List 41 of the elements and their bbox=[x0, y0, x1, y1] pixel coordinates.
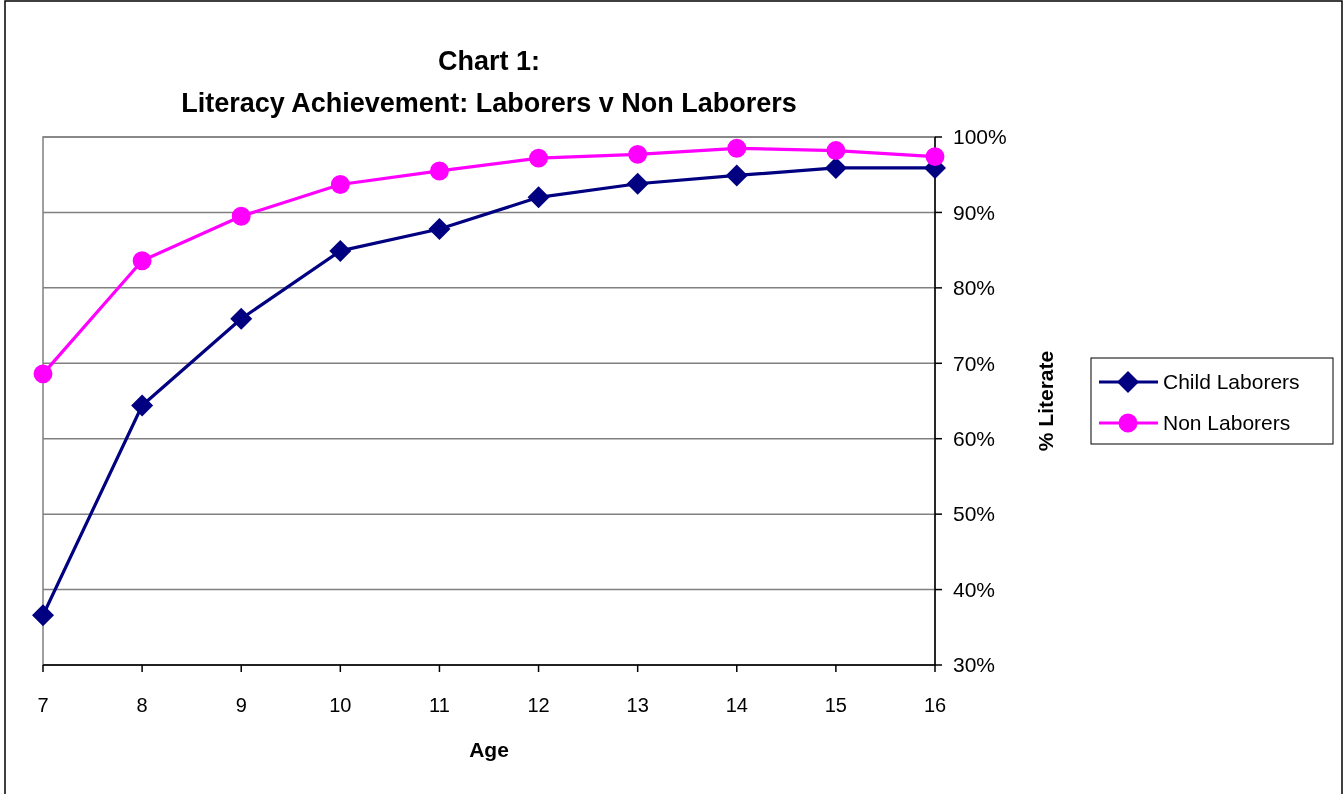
point bbox=[329, 239, 352, 262]
x-tick-label: 10 bbox=[329, 694, 352, 716]
y-tick-label: 100% bbox=[953, 125, 1007, 149]
y-tick-label: 30% bbox=[953, 653, 996, 677]
y-tick-label: 50% bbox=[953, 502, 996, 526]
point bbox=[628, 144, 648, 164]
y-tick-label: 90% bbox=[953, 200, 996, 224]
y-tick-label: 70% bbox=[953, 351, 996, 375]
point bbox=[132, 251, 152, 271]
point bbox=[33, 364, 53, 384]
x-tick-label: 13 bbox=[626, 694, 649, 716]
x-tick-label: 15 bbox=[824, 694, 848, 716]
y-axis-title: % Literate bbox=[1034, 350, 1057, 452]
point bbox=[32, 604, 54, 627]
x-axis-title: Age bbox=[469, 738, 509, 761]
point bbox=[725, 164, 748, 187]
point bbox=[527, 186, 550, 209]
chart-title: Chart 1: Literacy Achievement: Laborers v Non Laborers bbox=[181, 46, 797, 118]
point bbox=[330, 175, 350, 194]
y-tick-label: 60% bbox=[953, 427, 996, 451]
x-tick-label: 16 bbox=[923, 694, 947, 716]
x-tick-label: 11 bbox=[429, 694, 450, 716]
legend-label: Child Laborers bbox=[1163, 370, 1300, 394]
point bbox=[529, 148, 549, 168]
point bbox=[727, 138, 747, 158]
point bbox=[131, 394, 154, 417]
x-tick-label: 7 bbox=[37, 694, 49, 716]
point bbox=[626, 172, 649, 195]
x-tick-label: 14 bbox=[725, 694, 748, 716]
x-tick-label: 9 bbox=[235, 694, 247, 716]
y-tick-label: 40% bbox=[953, 577, 996, 601]
point bbox=[428, 218, 451, 241]
point bbox=[231, 206, 251, 226]
point bbox=[925, 147, 945, 167]
point bbox=[826, 141, 846, 161]
x-tick-label: 12 bbox=[527, 694, 550, 716]
point bbox=[230, 307, 253, 330]
point bbox=[429, 161, 449, 181]
legend-label: Non Laborers bbox=[1163, 411, 1291, 435]
y-tick-label: 80% bbox=[953, 276, 996, 300]
x-tick-label: 8 bbox=[136, 694, 148, 716]
